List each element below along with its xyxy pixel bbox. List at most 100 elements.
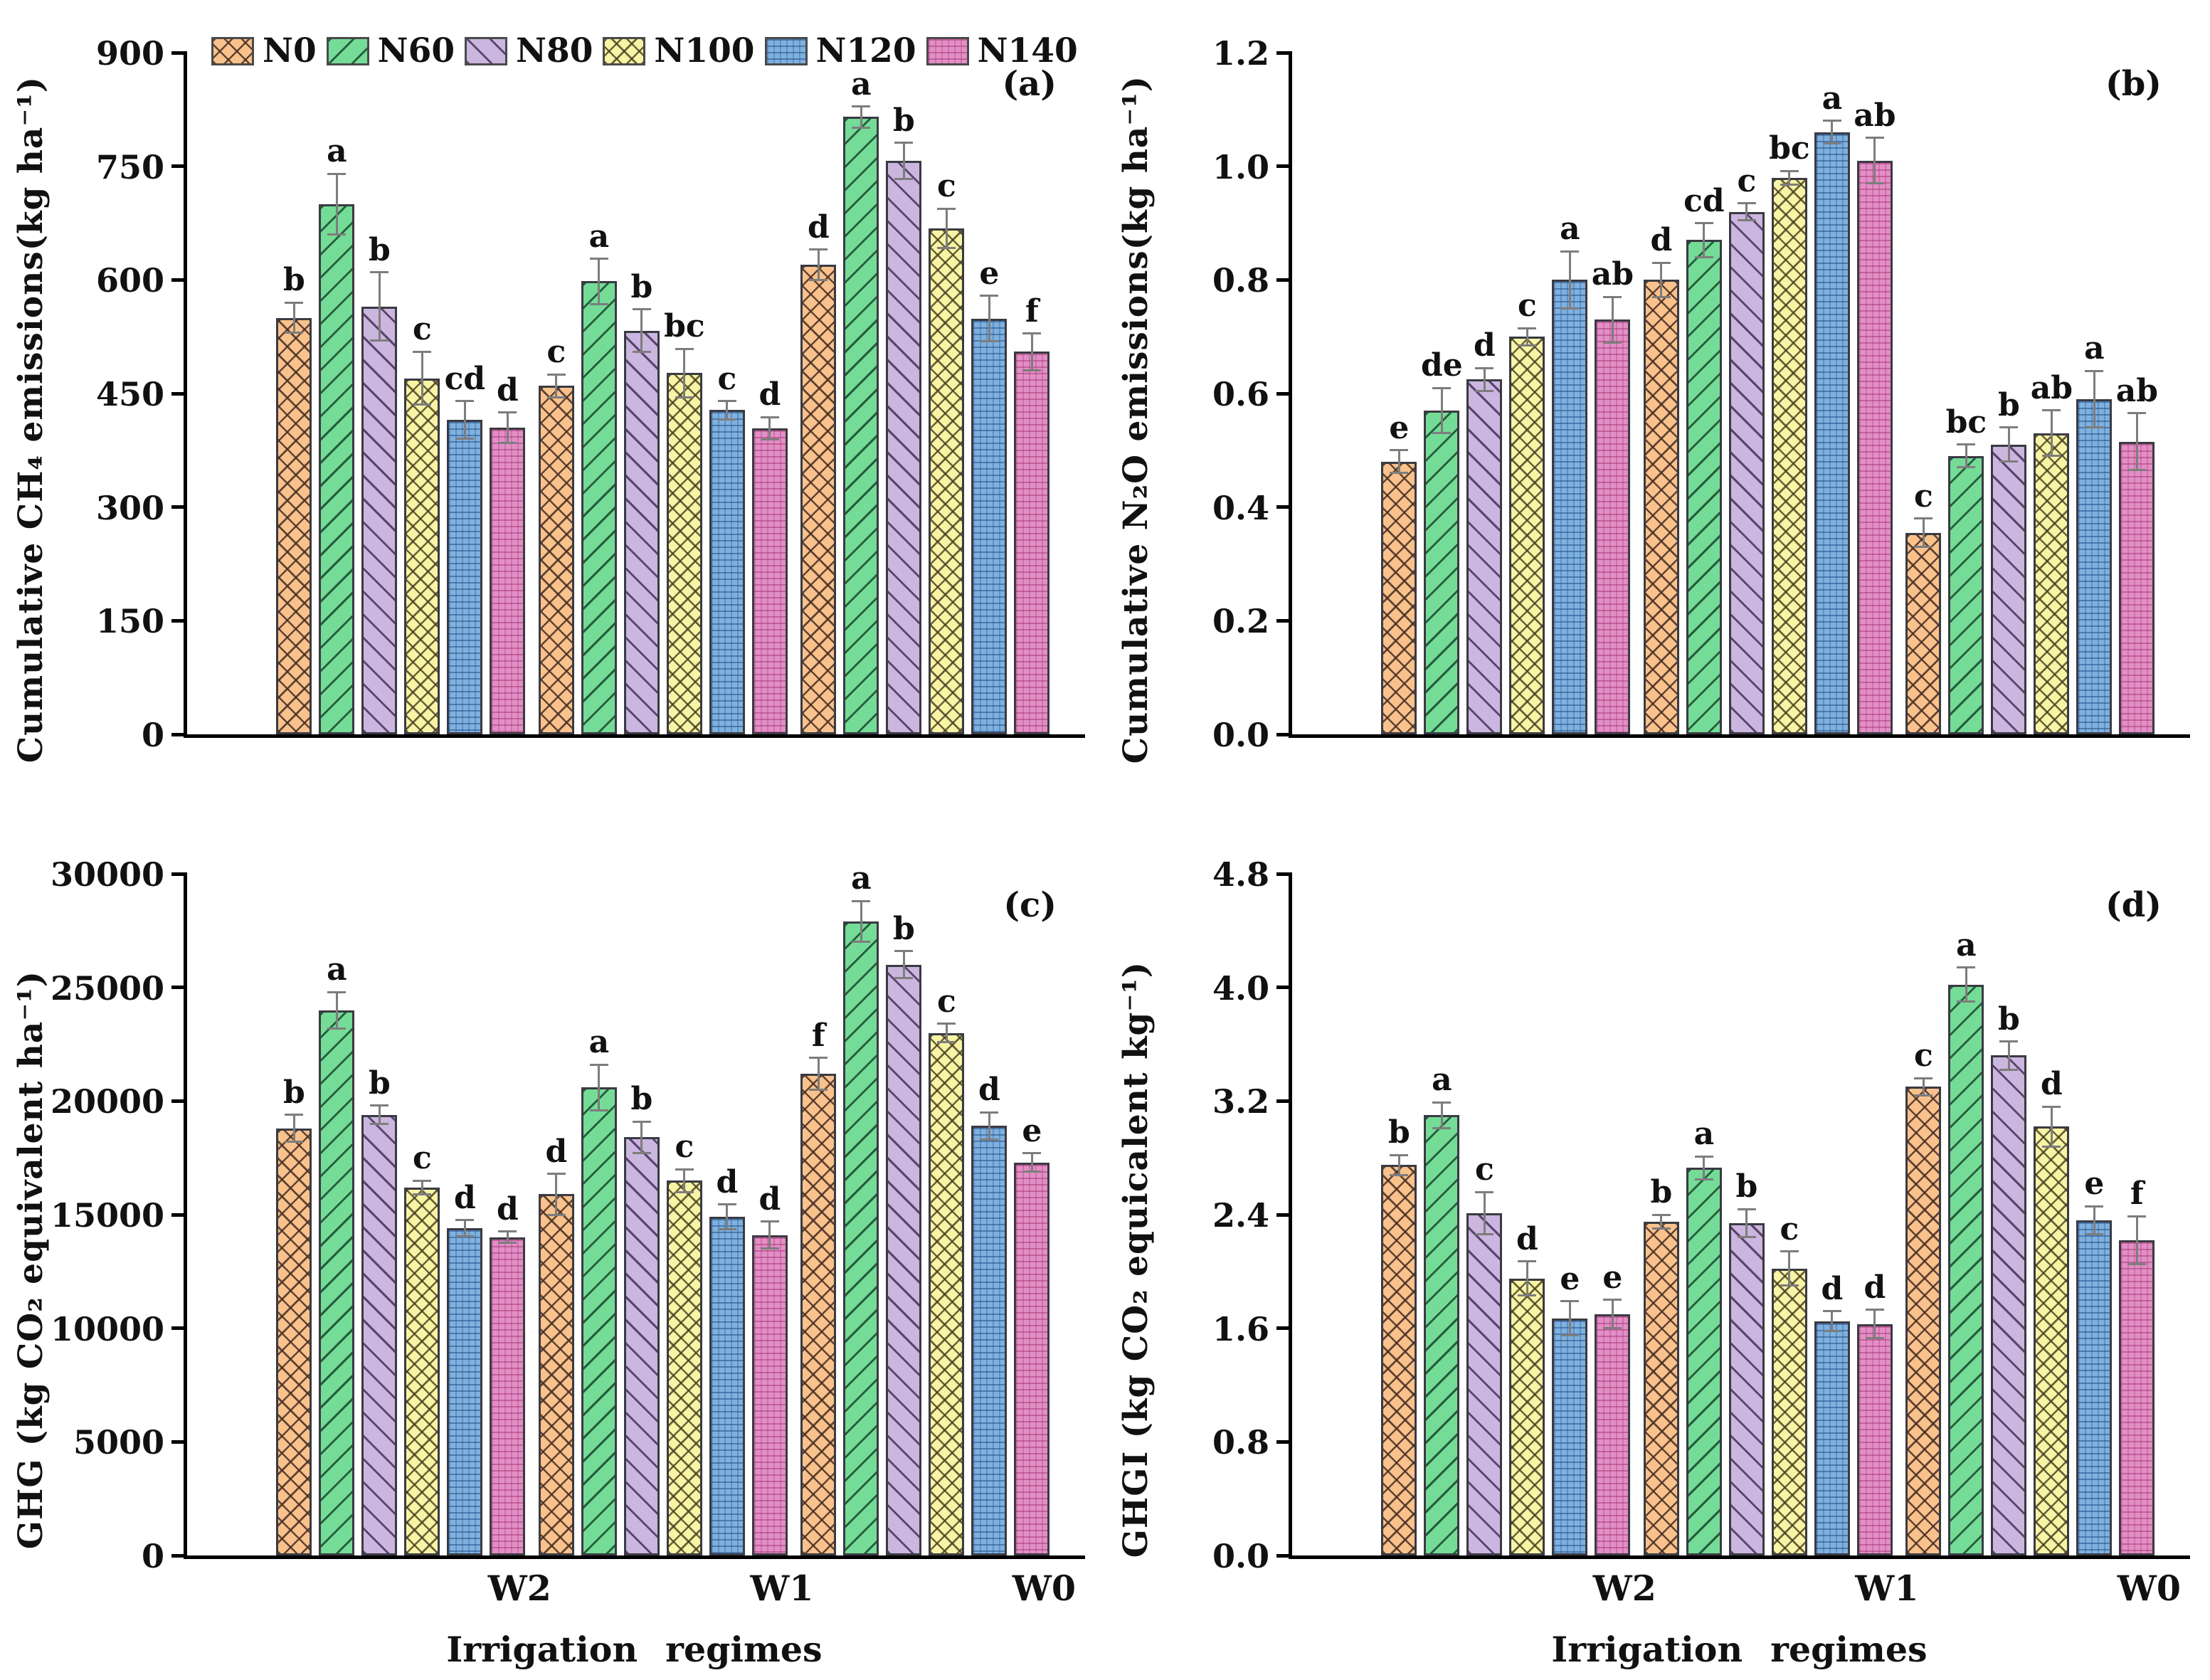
error-bar-cap [1865,1309,1884,1311]
y-tick-mark [171,1326,187,1331]
error-bar-cap [327,1027,347,1030]
error-bar-cap [980,340,999,343]
significance-letter: b [282,1074,305,1111]
error-bar [1030,333,1033,371]
error-bar [1030,1153,1033,1172]
significance-letter: d [1516,1220,1538,1257]
error-bar-cap [1651,1227,1671,1230]
error-bar-cap [1737,1236,1756,1239]
error-bar-cap [1780,1284,1799,1287]
error-bar-cap [717,418,736,421]
error-bar-cap [1957,1000,1976,1003]
legend-label: N0 [263,31,317,70]
error-bar [1922,1078,1925,1096]
significance-letter: d [807,208,830,245]
error-bar-cap [675,396,694,398]
bar-w1-n60 [1686,1168,1722,1555]
legend-item-n80: N80 [465,31,593,70]
error-bar-cap [1475,389,1494,392]
y-tick-mark [171,1553,187,1558]
error-bar-cap [2042,455,2061,458]
bar-w0-n80 [1991,1055,2027,1555]
bar-w2-n120 [1552,280,1588,734]
y-tick-label: 4.8 [1212,855,1269,894]
x-tick-label-w0: W0 [2117,1568,2181,1609]
error-bar-cap [1737,219,1756,222]
y-tick-label: 25000 [50,968,164,1008]
error-bar [1660,1215,1663,1229]
error-bar [860,901,862,942]
y-tick-mark [171,872,187,876]
error-bar-cap [717,1228,736,1231]
error-bar-cap [327,233,347,236]
significance-letter: c [936,983,956,1020]
panel-d-main: (d) 0.0 0.8 1.6 2.4 3.2 4.0 4.8 b a c d e e b a b c d d c a b… [1166,840,2210,1680]
bar-w0-n80 [886,964,922,1555]
significance-letter: de [1420,347,1463,384]
error-bar [1611,1299,1614,1328]
significance-letter: a [1822,80,1843,117]
significance-letter: b [368,231,391,268]
error-bar [902,951,905,978]
significance-letter: d [758,376,781,413]
error-bar-cap [1914,517,1933,520]
error-bar-cap [1518,1294,1537,1297]
error-bar-cap [2085,1205,2104,1208]
error-bar-cap [980,295,999,297]
significance-letter: c [546,334,566,371]
error-bar-cap [546,396,566,398]
significance-letter: cd [444,360,486,397]
error-bar [1745,203,1748,221]
significance-letter: e [979,255,1000,292]
bar-w0-n0 [1905,1087,1942,1555]
y-tick-label: 0 [141,716,164,754]
error-bar-cap [2042,1145,2061,1148]
error-bar-cap [1737,202,1756,205]
bar-w0-n0 [800,265,837,734]
y-tick-label: 1.0 [1212,147,1269,186]
y-tick-mark [171,51,187,55]
panel-b-main: (b) 0.0 0.2 0.4 0.6 0.8 1.0 1.2 e de d c a ab d cd c bc a… [1166,0,2210,840]
significance-letter: a [1956,926,1977,963]
significance-letter: b [1387,1114,1410,1151]
error-bar-cap [1518,327,1537,329]
bar-w2-n60 [1424,410,1460,734]
error-bar-cap [894,142,914,144]
significance-letter: f [1025,292,1039,329]
x-tick-label-w1: W1 [1855,1568,1919,1609]
error-bar [378,1105,381,1124]
error-bar-cap [455,400,475,403]
y-tick-label: 300 [95,488,164,527]
bar-w1-n60 [581,281,617,734]
error-bar-cap [2127,1263,2147,1266]
y-tick-mark [1276,1099,1292,1103]
panel-c-y-axis-label: GHG (kg CO₂ equivalent ha⁻¹) [11,970,51,1550]
error-bar-cap [413,403,432,406]
panel-a-label: (a) [1002,64,1057,104]
error-bar-cap [2127,412,2147,415]
significance-letter: d [545,1133,568,1170]
error-bar [1788,171,1791,185]
error-bar [335,174,338,235]
error-bar-cap [1780,183,1799,186]
bar-w1-n60 [581,1087,617,1555]
y-tick-mark [171,732,187,736]
error-bar-cap [760,438,779,441]
bar-w2-n140 [1595,1314,1631,1555]
error-bar-cap [1518,1260,1537,1263]
bar-w0-n60 [843,117,879,734]
error-bar-cap [1651,295,1671,298]
significance-letter: ab [1591,256,1634,293]
error-bar-cap [632,1152,651,1155]
error-bar-cap [1957,966,1976,969]
error-bar-cap [1432,1101,1452,1104]
error-bar-cap [498,1230,517,1233]
error-bar-cap [675,1190,694,1193]
significance-letter: cd [1683,182,1725,219]
error-bar [726,401,729,420]
error-bar [292,302,295,333]
error-bar [1965,967,1967,1002]
bar-w0-n120 [971,318,1008,734]
error-bar [1526,1261,1528,1296]
y-tick-label: 3.2 [1212,1082,1269,1121]
